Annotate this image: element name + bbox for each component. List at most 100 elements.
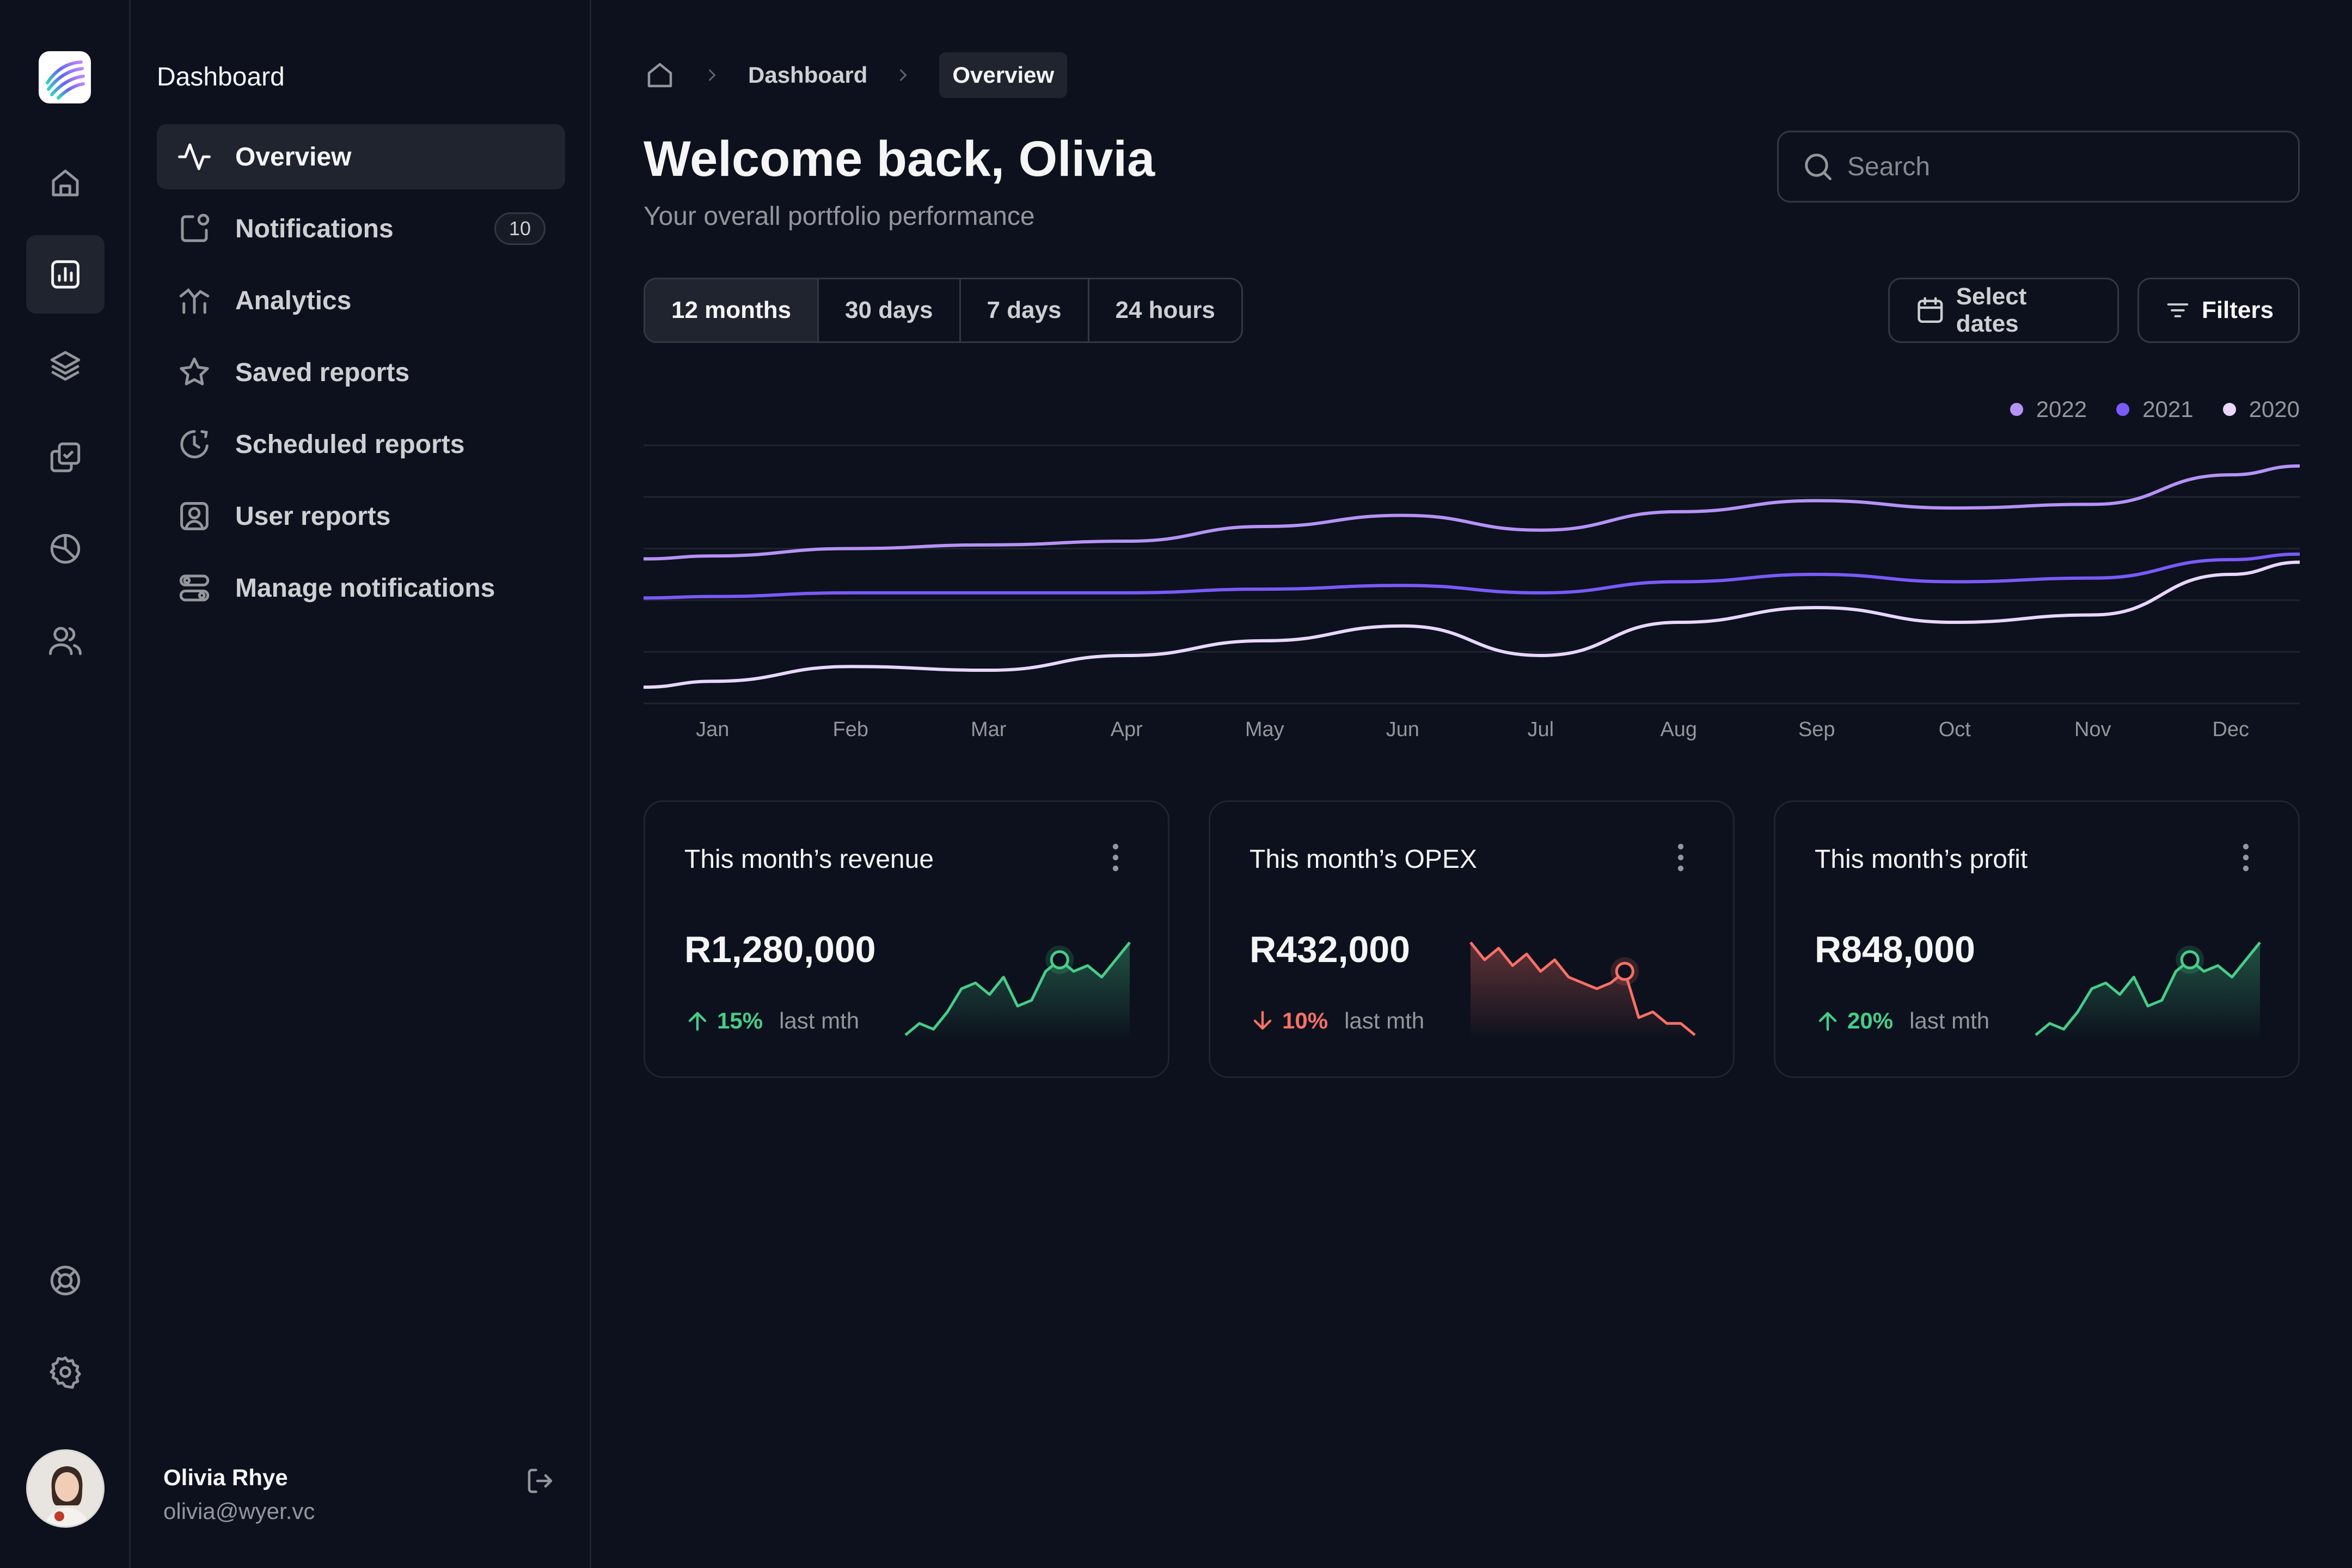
filters-label: Filters	[2201, 297, 2274, 323]
sidebar-item-label: Manage notifications	[235, 573, 495, 603]
opex-sparkline	[1469, 941, 1696, 1040]
calendar-icon	[1918, 297, 1943, 323]
select-dates-label: Select dates	[1956, 283, 2027, 337]
logout-icon[interactable]	[524, 1465, 556, 1497]
search-icon	[1805, 154, 1832, 180]
sparkline-area	[1471, 942, 1695, 1040]
time-range-12-months[interactable]: 12 months	[645, 279, 819, 341]
user-email: olivia@wyer.vc	[163, 1498, 315, 1524]
metric-title: This month’s revenue	[684, 845, 934, 874]
sparkline-line	[1469, 941, 1696, 1036]
rail-settings-button[interactable]	[26, 1333, 105, 1411]
sparkline-area	[2036, 942, 2260, 1040]
rail-reports-button[interactable]	[26, 510, 105, 588]
home-icon[interactable]	[644, 59, 676, 91]
rail-support-button[interactable]	[26, 1241, 105, 1320]
profit-sparkline	[2035, 941, 2261, 1040]
analytics-icon	[179, 288, 210, 314]
rail-dashboard-button[interactable]	[26, 235, 105, 314]
pie-chart-icon	[50, 534, 81, 564]
arrow-up-icon	[1818, 1012, 1837, 1031]
metric-value: R432,000	[1250, 929, 1410, 970]
filters-button[interactable]: Filters	[2137, 278, 2300, 343]
time-range-24-hours[interactable]: 24 hours	[1115, 297, 1215, 323]
select-dates-button[interactable]: Select dates	[1888, 278, 2119, 343]
x-tick-label: Sep	[1798, 718, 1835, 740]
series-line-2022	[644, 464, 2300, 561]
legend-dot	[2222, 403, 2236, 416]
series-line-2020	[644, 560, 2300, 689]
x-tick-label: Aug	[1660, 718, 1697, 740]
time-range-7-days[interactable]: 7 days	[961, 279, 1089, 341]
bar-chart-icon	[51, 260, 79, 289]
sparkline-line	[904, 941, 1131, 1036]
sidebar-item-saved-reports[interactable]: Saved reports	[157, 340, 565, 405]
metric-value: R848,000	[1815, 929, 1975, 970]
toggle-icon	[179, 574, 210, 602]
sidebar-item-manage-notifications[interactable]: Manage notifications	[157, 555, 565, 621]
metric-card-opex: This month’s OPEX R432,000 10% last mth	[1209, 800, 1735, 1078]
sidebar-item-overview[interactable]: Overview	[157, 124, 565, 189]
x-tick-label: Jan	[696, 718, 729, 740]
legend-dot	[2010, 403, 2023, 416]
search-box[interactable]	[1777, 131, 2300, 203]
search-input[interactable]	[1847, 151, 2283, 182]
breadcrumb-overview[interactable]: Overview	[939, 52, 1068, 98]
legend-label: 2020	[2249, 396, 2300, 422]
metric-change-suffix: last mth	[1909, 1008, 1990, 1033]
avatar[interactable]	[26, 1449, 105, 1528]
sidebar-item-user-reports[interactable]: User reports	[157, 483, 565, 549]
rail-layers-button[interactable]	[26, 327, 105, 405]
breadcrumb-dashboard[interactable]: Dashboard	[748, 62, 868, 88]
more-vertical-icon[interactable]	[2233, 838, 2259, 877]
notification-box-icon	[181, 213, 210, 242]
x-tick-label: Mar	[971, 718, 1007, 740]
sparkline-area	[905, 942, 1130, 1040]
main-content: Dashboard Overview Welcome back, Olivia …	[591, 0, 2352, 1568]
rail-tasks-button[interactable]	[26, 418, 105, 497]
time-range-30-days[interactable]: 30 days	[819, 279, 961, 341]
more-vertical-icon[interactable]	[1102, 838, 1129, 877]
sidebar: Dashboard Overview Notifications 10 Anal…	[131, 0, 591, 1568]
metric-change-percent: 15%	[717, 1008, 763, 1033]
sparkline-line	[2035, 941, 2261, 1036]
arrow-up-icon	[688, 1012, 707, 1031]
sidebar-item-analytics[interactable]: Analytics	[157, 268, 565, 333]
sidebar-item-scheduled-reports[interactable]: Scheduled reports	[157, 412, 565, 477]
legend-item-2021: 2021	[2116, 396, 2194, 422]
sidebar-item-notifications[interactable]: Notifications 10	[157, 196, 565, 261]
legend-label: 2022	[2036, 396, 2087, 422]
revenue-sparkline	[904, 941, 1131, 1040]
icon-rail	[0, 0, 131, 1568]
sparkline-marker	[2180, 950, 2200, 970]
legend-item-2020: 2020	[2222, 396, 2300, 422]
sidebar-item-label: User reports	[235, 501, 391, 531]
x-tick-label: Jul	[1527, 718, 1554, 740]
metric-change: 20% last mth	[1815, 1008, 1989, 1034]
series-line-2021	[644, 552, 2300, 600]
x-tick-label: Feb	[833, 718, 868, 740]
chevron-right-icon	[709, 69, 716, 81]
portfolio-line-chart: Jan Feb Mar Apr May Jun Jul Aug Sep Oct Nov Dec	[644, 444, 2300, 740]
rail-users-button[interactable]	[26, 601, 105, 679]
sidebar-item-label: Overview	[235, 142, 352, 171]
more-vertical-icon[interactable]	[1668, 838, 1694, 877]
home-icon	[52, 169, 79, 197]
metric-change-percent: 10%	[1282, 1008, 1328, 1033]
metric-change: 10% last mth	[1250, 1008, 1424, 1034]
sparkline-marker	[1050, 950, 1069, 970]
rail-home-button[interactable]	[26, 144, 105, 222]
x-tick-label: Nov	[2074, 718, 2111, 740]
metric-change-suffix: last mth	[1344, 1008, 1425, 1033]
logo-icon[interactable]	[39, 51, 91, 103]
settings-icon	[50, 1356, 81, 1389]
sidebar-item-label: Scheduled reports	[235, 430, 465, 459]
metric-change-percent: 20%	[1847, 1008, 1894, 1033]
star-icon	[180, 357, 209, 385]
user-name: Olivia Rhye	[163, 1465, 288, 1490]
metric-title: This month’s profit	[1815, 845, 2028, 874]
page-title: Welcome back, Olivia	[644, 131, 1155, 187]
filter-lines-icon	[2167, 303, 2189, 317]
metric-title: This month’s OPEX	[1250, 845, 1477, 874]
metric-card-revenue: This month’s revenue R1,280,000 15% last…	[644, 800, 1169, 1078]
